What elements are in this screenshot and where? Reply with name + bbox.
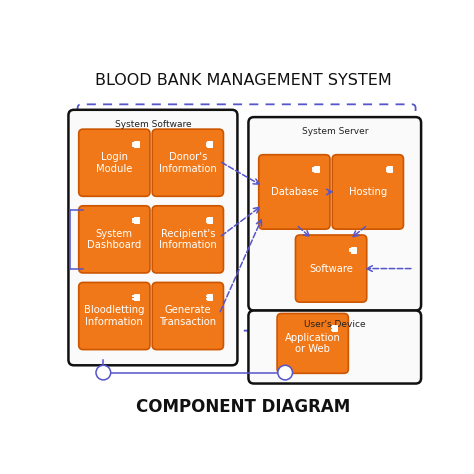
Circle shape bbox=[278, 365, 292, 380]
Bar bbox=[314, 166, 319, 172]
Bar bbox=[132, 221, 135, 222]
Text: Login
Module: Login Module bbox=[96, 152, 133, 173]
FancyBboxPatch shape bbox=[277, 313, 348, 374]
Text: Donor's
Information: Donor's Information bbox=[159, 152, 217, 173]
Bar bbox=[134, 218, 139, 223]
Text: BLOOD BANK MANAGEMENT SYSTEM: BLOOD BANK MANAGEMENT SYSTEM bbox=[94, 73, 392, 88]
Bar bbox=[386, 170, 388, 171]
Bar bbox=[386, 167, 388, 169]
Text: COMPONENT DIAGRAM: COMPONENT DIAGRAM bbox=[136, 398, 350, 416]
Bar bbox=[332, 325, 337, 331]
Text: System Server: System Server bbox=[301, 127, 368, 136]
Bar bbox=[132, 144, 135, 146]
Bar bbox=[132, 142, 135, 143]
Bar bbox=[206, 298, 209, 299]
Text: Recipient's
Information: Recipient's Information bbox=[159, 228, 217, 250]
Bar bbox=[206, 219, 209, 220]
Text: System Software: System Software bbox=[115, 119, 191, 128]
FancyBboxPatch shape bbox=[152, 129, 223, 196]
Bar bbox=[134, 141, 139, 146]
Bar bbox=[206, 295, 209, 296]
FancyBboxPatch shape bbox=[295, 235, 367, 302]
Bar bbox=[351, 246, 356, 253]
FancyBboxPatch shape bbox=[79, 283, 150, 350]
Bar bbox=[387, 166, 392, 172]
Bar bbox=[132, 295, 135, 296]
Bar bbox=[206, 144, 209, 146]
Bar bbox=[132, 219, 135, 220]
Text: Software: Software bbox=[309, 264, 353, 273]
Bar bbox=[207, 218, 212, 223]
Text: Database: Database bbox=[271, 187, 318, 197]
FancyBboxPatch shape bbox=[79, 129, 150, 196]
Text: User's Device: User's Device bbox=[304, 320, 365, 329]
FancyBboxPatch shape bbox=[152, 283, 223, 350]
Bar bbox=[312, 167, 315, 169]
FancyBboxPatch shape bbox=[68, 110, 237, 365]
FancyBboxPatch shape bbox=[79, 206, 150, 273]
Text: System
Dashboard: System Dashboard bbox=[87, 228, 141, 250]
Bar bbox=[331, 328, 333, 330]
Bar bbox=[132, 298, 135, 299]
Bar bbox=[134, 294, 139, 300]
Bar bbox=[206, 142, 209, 143]
FancyBboxPatch shape bbox=[332, 155, 403, 229]
FancyBboxPatch shape bbox=[248, 310, 421, 383]
Bar bbox=[331, 326, 333, 328]
Circle shape bbox=[96, 365, 110, 380]
Bar bbox=[349, 248, 352, 249]
Bar bbox=[206, 221, 209, 222]
Bar bbox=[207, 294, 212, 300]
FancyBboxPatch shape bbox=[248, 117, 421, 310]
Text: Bloodletting
Information: Bloodletting Information bbox=[84, 305, 145, 327]
Bar bbox=[207, 141, 212, 146]
Text: Generate
Transaction: Generate Transaction bbox=[159, 305, 217, 327]
FancyBboxPatch shape bbox=[259, 155, 330, 229]
Bar bbox=[312, 170, 315, 171]
Text: Application
or Web: Application or Web bbox=[285, 333, 341, 354]
Text: Hosting: Hosting bbox=[349, 187, 387, 197]
FancyBboxPatch shape bbox=[152, 206, 223, 273]
Bar bbox=[349, 250, 352, 252]
